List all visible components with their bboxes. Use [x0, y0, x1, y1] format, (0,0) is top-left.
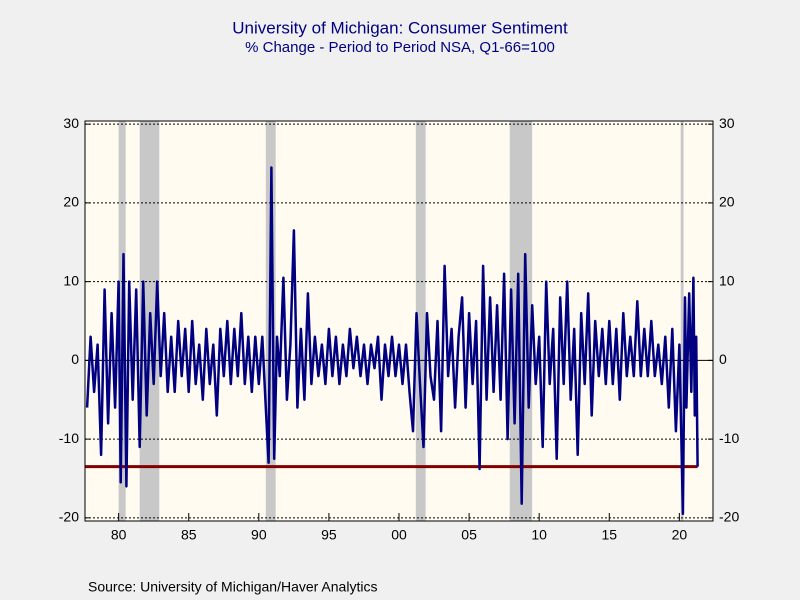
chart-subtitle: % Change - Period to Period NSA, Q1-66=1… — [245, 39, 555, 56]
chart-title: University of Michigan: Consumer Sentime… — [232, 18, 568, 37]
y2-tick-label: 10 — [719, 272, 735, 288]
series-line — [85, 166, 699, 516]
y2-tick-label: 20 — [719, 194, 735, 210]
recession-band — [415, 121, 426, 521]
y-tick-label: -10 — [59, 430, 79, 446]
x-tick-label: 00 — [391, 527, 407, 543]
y2-tick-label: 30 — [719, 115, 735, 131]
y2-tick-label: -20 — [719, 509, 739, 525]
source-note: Source: University of Michigan/Haver Ana… — [88, 579, 377, 595]
y-tick-label: 30 — [63, 115, 79, 131]
x-tick-label: 10 — [531, 527, 547, 543]
x-tick-label: 15 — [601, 527, 617, 543]
plot-frame — [84, 120, 714, 522]
y2-tick-label: 0 — [719, 351, 727, 367]
x-tick-label: 85 — [181, 527, 197, 543]
y-tick-label: 10 — [63, 272, 79, 288]
x-tick-label: 05 — [461, 527, 477, 543]
x-tick-label: 20 — [672, 527, 688, 543]
y-tick-label: -20 — [59, 509, 79, 525]
y2-tick-label: -10 — [719, 430, 739, 446]
x-tick-label: 80 — [111, 527, 127, 543]
x-tick-label: 90 — [251, 527, 267, 543]
y-tick-label: 20 — [63, 194, 79, 210]
x-tick-label: 95 — [321, 527, 337, 543]
recession-band — [680, 121, 684, 521]
y-tick-label: 0 — [71, 351, 79, 367]
